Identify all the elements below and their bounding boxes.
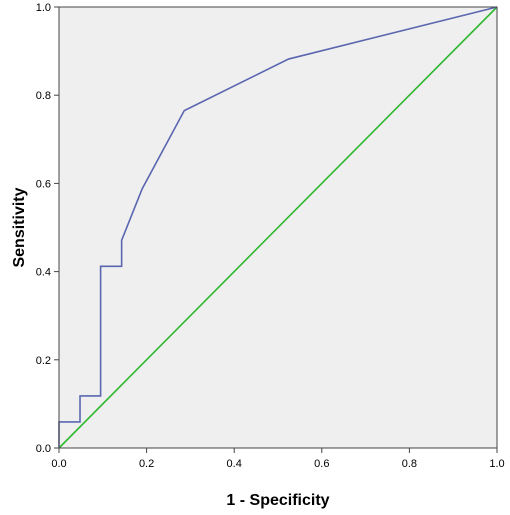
x-tick-label: 1.0: [489, 458, 504, 470]
y-tick-label: 0.0: [36, 443, 51, 455]
y-axis-title: Sensitivity: [11, 187, 28, 267]
reference-diagonal-line: [58, 6, 498, 449]
y-tick-label: 0.2: [36, 355, 51, 367]
y-tick-label: 0.8: [36, 90, 51, 102]
x-axis: 0.0 0.2 0.4 0.6 0.8 1.0: [51, 448, 505, 470]
x-tick-label: 0.4: [227, 458, 242, 470]
y-tick-label: 0.4: [36, 267, 51, 279]
x-tick-label: 0.8: [402, 458, 417, 470]
x-axis-title: 1 - Specificity: [226, 492, 329, 509]
y-tick-label: 0.6: [36, 178, 51, 190]
series-layer: [58, 6, 498, 449]
plot-frame: [58, 6, 498, 449]
y-axis: 0.0 0.2 0.4 0.6 0.8 1.0: [36, 2, 59, 455]
y-tick-label: 1.0: [36, 2, 51, 14]
x-tick-label: 0.2: [139, 458, 154, 470]
roc-curve-line: [58, 6, 498, 448]
x-tick-label: 0.6: [314, 458, 329, 470]
x-tick-label: 0.0: [51, 458, 66, 470]
